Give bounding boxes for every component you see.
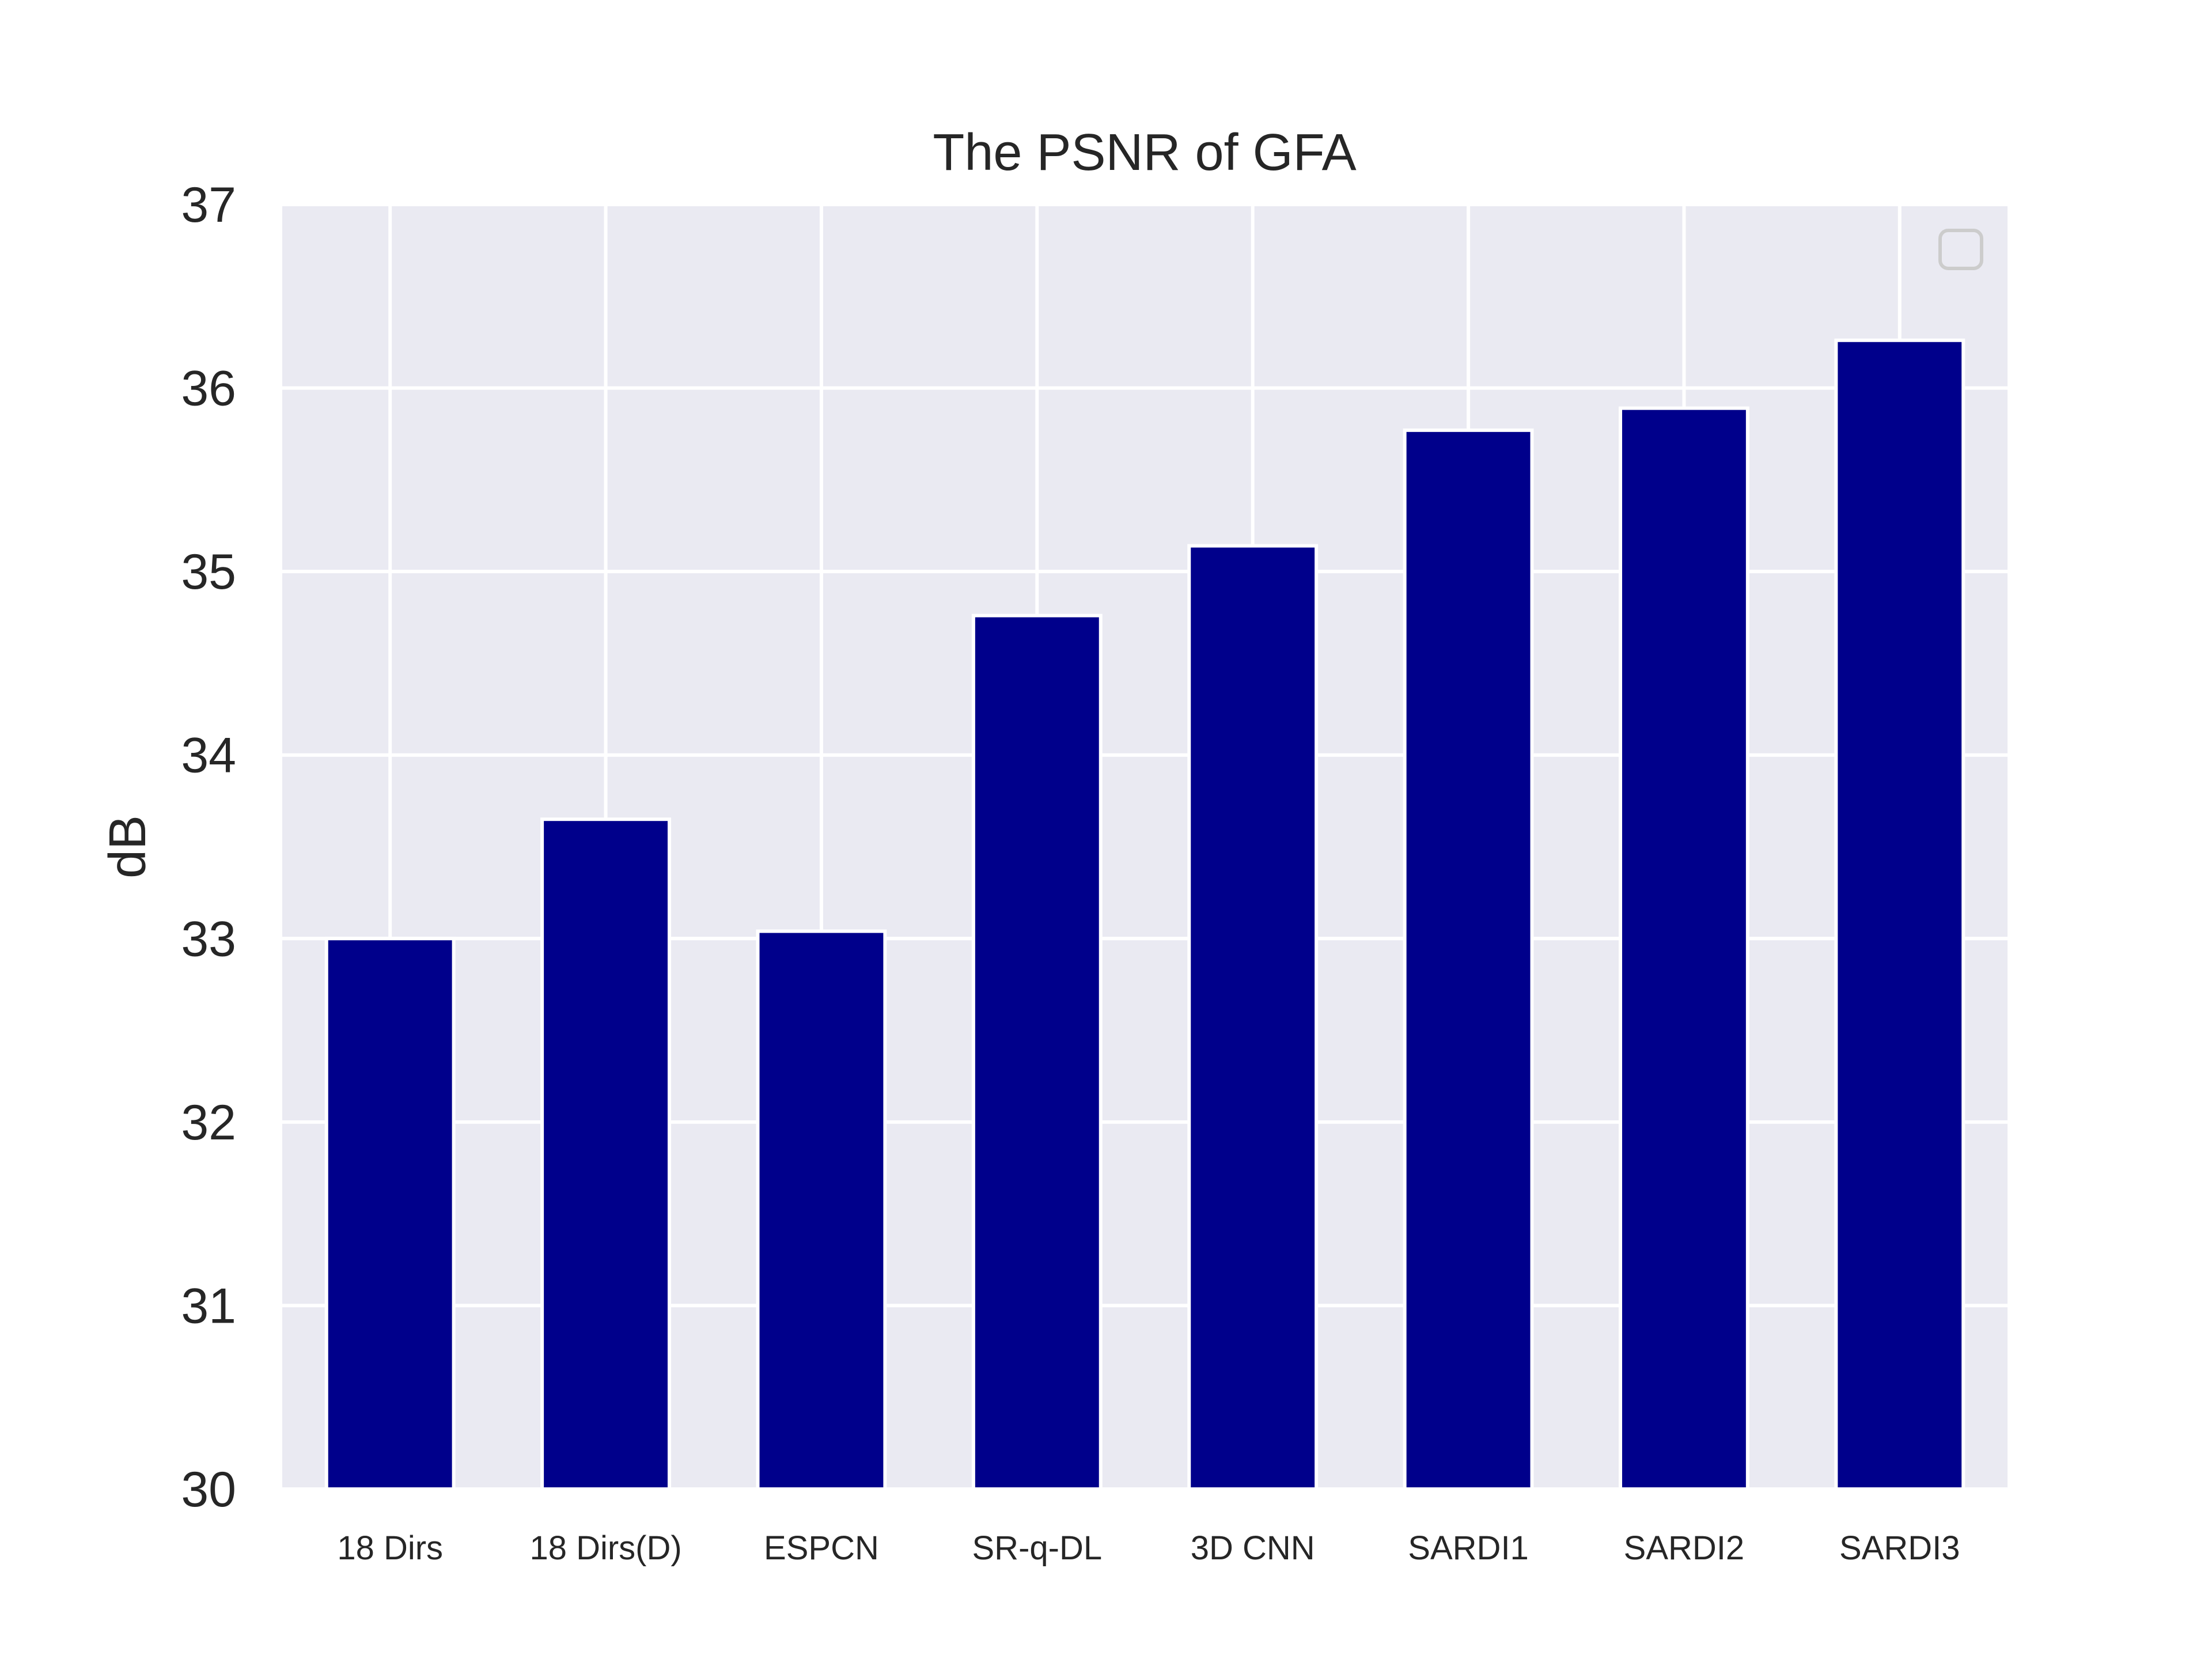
x-tick-label: 18 Dirs(D) (529, 1529, 681, 1567)
bar-sardi2 (1618, 406, 1749, 1491)
x-tick-label: SARDI3 (1839, 1529, 1960, 1567)
chart-title: The PSNR of GFA (933, 124, 1356, 181)
y-tick-label: 33 (181, 911, 236, 967)
y-tick-label: 34 (181, 728, 236, 783)
bar-3d-cnn (1187, 544, 1319, 1491)
bar-sr-q-dl (971, 613, 1103, 1491)
y-axis-label: dB (99, 815, 157, 878)
bar-18-dirs (324, 937, 456, 1491)
y-tick-label: 30 (181, 1462, 236, 1517)
y-tick-label: 31 (181, 1278, 236, 1334)
y-tick-label: 35 (181, 544, 236, 600)
legend-box (1938, 229, 1983, 270)
bar-sardi1 (1403, 428, 1534, 1491)
x-tick-label: SARDI1 (1408, 1529, 1529, 1567)
bar-espcn (756, 929, 887, 1491)
x-axis-tick-labels: 18 Dirs 18 Dirs(D) ESPCN SR-q-DL 3D CNN SARDI… (337, 1529, 1960, 1567)
bars (324, 338, 1965, 1491)
y-tick-label: 36 (181, 361, 236, 416)
y-axis-tick-labels: 30 31 32 33 34 35 36 37 (181, 177, 236, 1517)
bar-18-dirs-d (540, 817, 672, 1491)
bar-sardi3 (1834, 338, 1965, 1491)
x-tick-label: SARDI2 (1624, 1529, 1745, 1567)
y-tick-label: 37 (181, 177, 236, 233)
x-tick-label: 3D CNN (1191, 1529, 1315, 1567)
y-tick-label: 32 (181, 1095, 236, 1150)
x-tick-label: SR-q-DL (972, 1529, 1103, 1567)
x-tick-label: ESPCN (764, 1529, 879, 1567)
x-tick-label: 18 Dirs (337, 1529, 443, 1567)
